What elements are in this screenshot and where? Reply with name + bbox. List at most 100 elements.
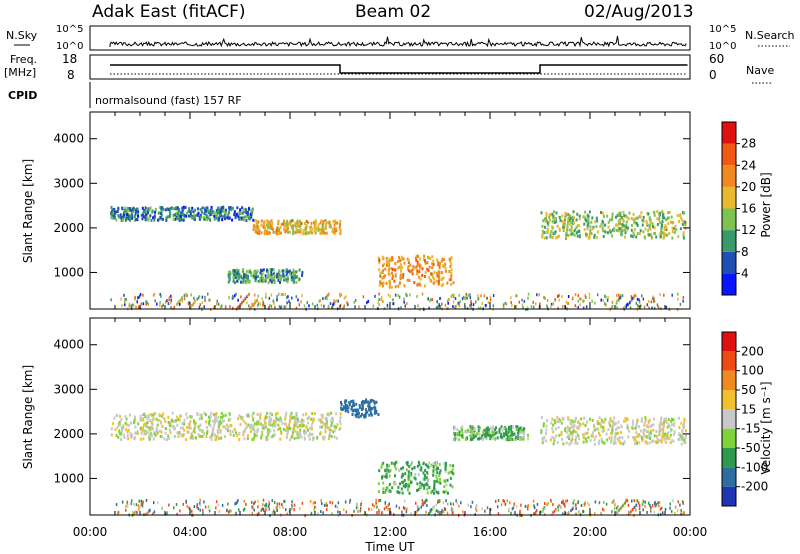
heat-cell: [583, 433, 586, 437]
heat-cell: [591, 434, 594, 438]
heat-cell: [252, 424, 255, 428]
heat-cell: [315, 228, 318, 232]
heat-cell: [365, 398, 368, 402]
heat-cell: [257, 220, 260, 224]
heat-cell: [667, 216, 670, 220]
heat-cell: [443, 462, 446, 466]
heat-cell: [437, 480, 440, 484]
heat-cell: [577, 299, 579, 303]
heat-cell: [247, 412, 250, 416]
heat-cell: [133, 218, 136, 222]
heat-cell: [192, 214, 195, 218]
heat-cell: [669, 502, 671, 506]
heat-cell: [480, 436, 483, 440]
heat-cell: [557, 505, 559, 509]
heat-cell: [636, 499, 639, 503]
heat-cell: [547, 223, 550, 227]
heat-cell: [380, 465, 383, 469]
heat-cell: [267, 274, 270, 278]
heat-cell: [148, 216, 151, 220]
heat-cell: [390, 461, 393, 465]
heat-cell: [398, 295, 401, 299]
heat-cell: [152, 293, 155, 297]
heat-cell: [345, 510, 348, 514]
heat-cell: [187, 209, 190, 213]
heat-cell: [216, 210, 219, 214]
heat-cell: [570, 440, 573, 444]
heat-cell: [286, 223, 289, 227]
heat-cell: [290, 278, 293, 282]
heat-cell: [407, 474, 410, 478]
heat-cell: [594, 301, 596, 305]
heat-cell: [167, 302, 170, 306]
heat-cell: [623, 419, 626, 423]
heat-cell: [524, 504, 527, 508]
heat-cell: [440, 512, 443, 516]
heat-cell: [291, 272, 294, 276]
heat-cell: [123, 293, 125, 297]
heat-cell: [378, 268, 381, 272]
heat-cell: [650, 440, 653, 444]
heat-cell: [267, 499, 270, 503]
heat-cell: [460, 501, 462, 505]
heat-cell: [356, 505, 359, 509]
heat-cell: [602, 429, 605, 433]
heat-cell: [192, 429, 195, 433]
heat-cell: [631, 419, 634, 423]
heat-cell: [432, 469, 435, 473]
heat-cell: [436, 271, 439, 275]
heat-cell: [634, 293, 636, 297]
heat-cell: [570, 228, 573, 232]
heat-cell: [572, 296, 574, 300]
heat-cell: [139, 416, 142, 420]
heat-cell: [608, 421, 611, 425]
heat-cell: [415, 258, 418, 262]
heat-cell: [335, 436, 338, 440]
heat-cell: [216, 434, 219, 438]
colorbar-tick-label: -200: [741, 480, 768, 494]
heat-cell: [470, 437, 473, 441]
heat-cell: [515, 294, 517, 298]
heat-cell: [633, 505, 636, 509]
heat-cell: [633, 217, 636, 221]
heat-cell: [601, 226, 604, 230]
heat-cell: [144, 206, 147, 210]
heat-cell: [552, 214, 555, 218]
heat-cell: [430, 261, 433, 265]
heat-cell: [279, 226, 282, 230]
heat-cell: [474, 434, 477, 438]
heat-cell: [628, 211, 631, 215]
heat-cell: [134, 415, 137, 419]
heat-cell: [146, 417, 149, 421]
heat-cell: [652, 439, 655, 443]
heat-cell: [569, 222, 572, 226]
heat-cell: [638, 232, 641, 236]
heat-cell: [153, 214, 156, 218]
heat-cell: [470, 434, 473, 438]
heat-cell: [663, 231, 666, 235]
heat-cell: [675, 228, 678, 232]
heat-cell: [576, 223, 579, 227]
heat-cell: [575, 435, 578, 439]
heat-cell: [326, 508, 328, 512]
heat-cell: [459, 300, 461, 304]
heat-cell: [224, 214, 227, 218]
heat-cell: [622, 503, 625, 507]
heat-cell: [435, 474, 438, 478]
heat-cell: [450, 268, 453, 272]
heat-cell: [444, 480, 447, 484]
heat-cell: [275, 414, 278, 418]
heat-cell: [427, 269, 430, 273]
heat-cell: [322, 437, 325, 441]
heat-cell: [196, 412, 199, 416]
heat-cell: [426, 491, 429, 495]
heat-cell: [146, 511, 149, 515]
heat-cell: [625, 225, 628, 229]
heat-cell: [618, 297, 620, 301]
heat-cell: [368, 401, 371, 405]
heat-cell: [452, 472, 455, 476]
heat-cell: [593, 424, 596, 428]
heat-cell: [146, 421, 149, 425]
heat-cell: [450, 272, 453, 276]
heat-cell: [275, 275, 278, 279]
